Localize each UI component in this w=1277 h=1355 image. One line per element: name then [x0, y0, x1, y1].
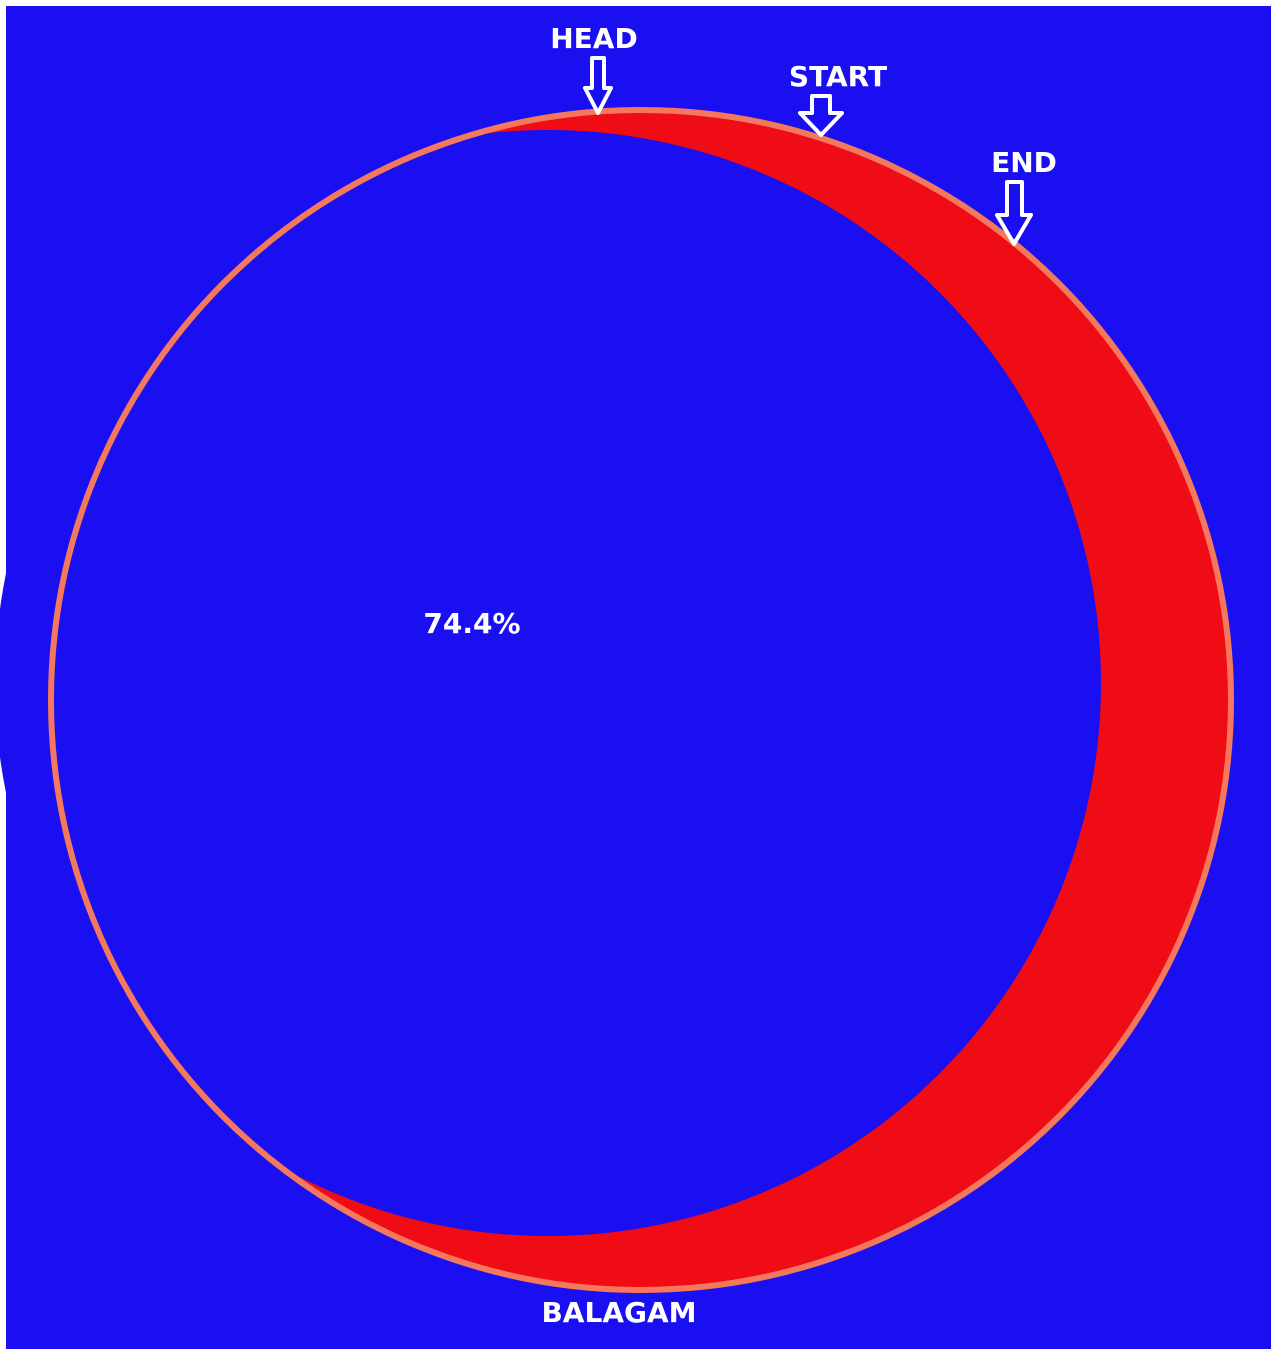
- end-label: END: [991, 146, 1057, 179]
- head-arrow-icon: [583, 56, 613, 115]
- bottom-label: BALAGAM: [541, 1296, 696, 1329]
- end-arrow-icon: [995, 180, 1033, 246]
- head-label: HEAD: [550, 22, 637, 55]
- start-label: START: [789, 60, 887, 93]
- rim-outline: [48, 107, 1234, 1293]
- start-arrow-icon: [798, 94, 844, 137]
- percentage-label: 74.4%: [423, 607, 520, 640]
- covering-disc: [0, 130, 1101, 1236]
